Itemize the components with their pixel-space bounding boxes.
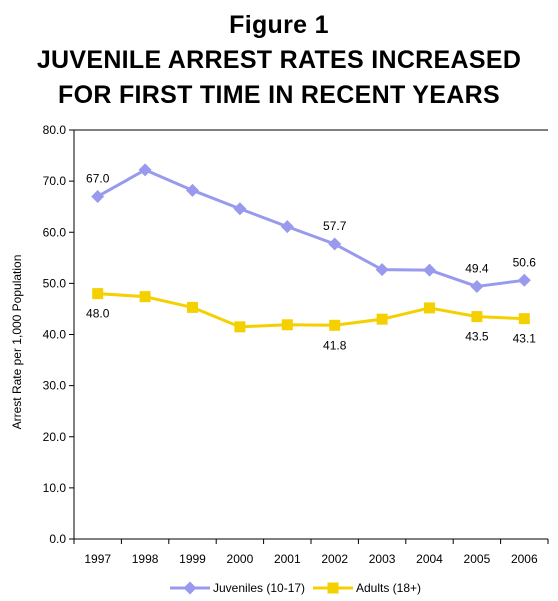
adults-point-1999	[187, 302, 198, 313]
juveniles-data-label: 67.0	[86, 171, 110, 185]
x-tick-label: 2003	[369, 552, 396, 566]
y-tick-label: 80.0	[43, 123, 67, 137]
x-tick-label: 1997	[84, 552, 111, 566]
adults-data-label: 41.8	[323, 338, 347, 352]
legend-adults-marker	[328, 583, 339, 594]
legend-adults-label: Adults (18+)	[356, 581, 421, 595]
x-tick-label: 2002	[321, 552, 348, 566]
adults-point-1998	[140, 291, 151, 302]
y-axis-label: Arrest Rate per 1,000 Population	[10, 255, 24, 430]
juveniles-point-2001	[281, 220, 294, 233]
x-tick-label: 2006	[511, 552, 538, 566]
adults-point-2000	[234, 321, 245, 332]
axes: 0.0 10.0 20.0 30.0 40.0 50.0 60.0 70.0 80.0 1997 1…	[43, 123, 548, 566]
y-tick-label: 10.0	[43, 481, 67, 495]
y-tick-label: 50.0	[43, 276, 67, 290]
juveniles-series-line	[98, 170, 525, 287]
legend: Juveniles (10-17) Adults (18+)	[170, 581, 421, 595]
y-tick-label: 20.0	[43, 430, 67, 444]
juveniles-point-2002	[328, 238, 341, 251]
x-tick-label: 2005	[464, 552, 491, 566]
x-tick-label: 1999	[179, 552, 206, 566]
juveniles-point-2004	[423, 264, 436, 277]
y-tick-label: 30.0	[43, 379, 67, 393]
juveniles-point-1997	[91, 190, 104, 203]
juveniles-point-2000	[233, 202, 246, 215]
juveniles-point-1999	[186, 184, 199, 197]
juveniles-data-label: 49.4	[465, 261, 489, 275]
adults-point-2005	[471, 311, 482, 322]
legend-juveniles-label: Juveniles (10-17)	[213, 581, 305, 595]
adults-data-label: 43.1	[513, 332, 537, 346]
legend-juveniles-marker	[184, 582, 197, 595]
juveniles-data-label: 57.7	[323, 219, 347, 233]
adults-point-1997	[92, 288, 103, 299]
adults-point-2004	[424, 302, 435, 313]
adults-point-2006	[519, 313, 530, 324]
juveniles-point-2003	[376, 263, 389, 276]
adults-point-2001	[282, 319, 293, 330]
x-tick-label: 2004	[416, 552, 443, 566]
y-tick-label: 40.0	[43, 328, 67, 342]
juveniles-point-1998	[139, 163, 152, 176]
adults-data-label: 48.0	[86, 307, 110, 321]
juveniles-point-2006	[518, 274, 531, 287]
juveniles-point-2005	[470, 280, 483, 293]
adults-data-label: 43.5	[465, 330, 489, 344]
y-tick-label: 60.0	[43, 225, 67, 239]
y-tick-label: 70.0	[43, 174, 67, 188]
x-tick-label: 1998	[132, 552, 159, 566]
x-tick-label: 2001	[274, 552, 301, 566]
adults-series-line	[98, 294, 525, 327]
adults-point-2002	[329, 320, 340, 331]
series-layer	[91, 163, 531, 332]
y-tick-label: 0.0	[49, 532, 66, 546]
juveniles-data-label: 50.6	[513, 255, 537, 269]
adults-point-2003	[377, 314, 388, 325]
x-tick-label: 2000	[227, 552, 254, 566]
